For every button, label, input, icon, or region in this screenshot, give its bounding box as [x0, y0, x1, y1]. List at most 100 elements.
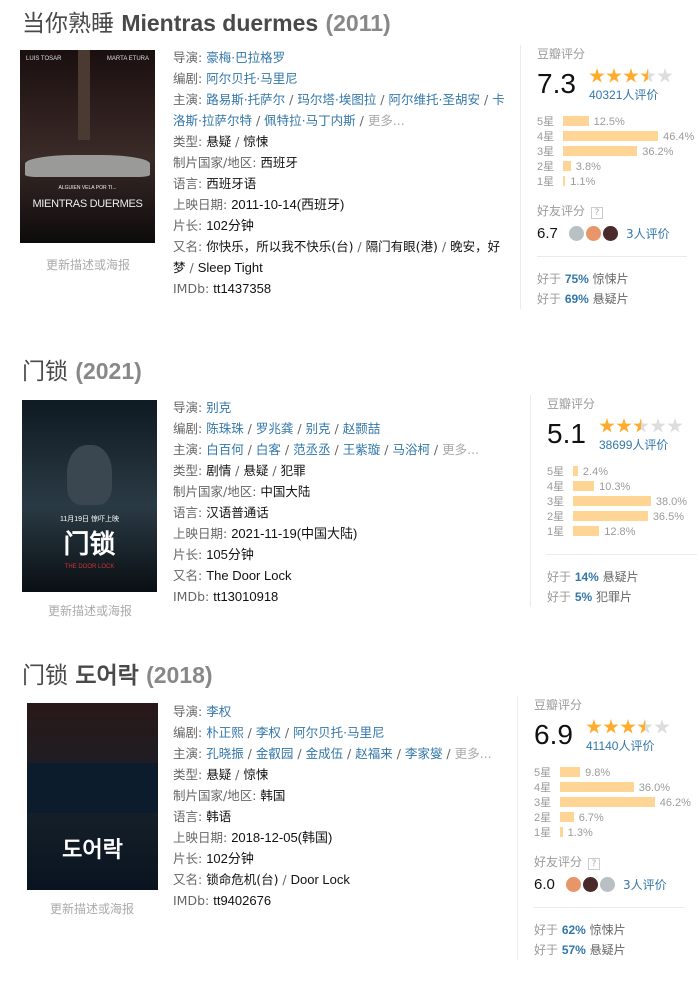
movie-title[interactable]: 当你熟睡 Mientras duermes (2011): [22, 4, 391, 38]
better-percent[interactable]: 69%: [564, 292, 589, 306]
better-genre[interactable]: 悬疑片: [585, 943, 626, 957]
info-value: 剧情: [206, 463, 232, 478]
person-link[interactable]: 李权: [206, 704, 232, 719]
person-link[interactable]: 别克: [206, 400, 232, 415]
friend-avatar[interactable]: [566, 877, 581, 892]
poster-text: MIENTRAS DUERMES: [32, 198, 143, 210]
better-genre[interactable]: 惊悚片: [585, 923, 626, 937]
movie-info: 导演: 李权 编剧: 朴正熙 / 李权 / 阿尔贝托·马里尼 主演: 孔晓振 / 金…: [173, 701, 508, 911]
help-icon[interactable]: ?: [588, 858, 601, 870]
friends-row: 6.7 3人评价: [537, 225, 692, 242]
rating-right: 38699人评价: [599, 418, 683, 453]
person-link[interactable]: 金成伍: [305, 746, 344, 761]
better-percent[interactable]: 5%: [574, 590, 593, 604]
better-percent[interactable]: 75%: [564, 272, 589, 286]
person-link[interactable]: 赵颢喆: [342, 421, 381, 436]
separator: /: [437, 239, 451, 254]
person-link[interactable]: 卡洛斯·拉萨尔特: [173, 92, 505, 128]
update-poster-link[interactable]: 更新描述或海报: [49, 902, 134, 916]
more-cast-link[interactable]: 更多...: [454, 746, 492, 761]
histogram-percent: 36.2%: [642, 146, 674, 158]
better-genre[interactable]: 悬疑片: [598, 570, 639, 584]
person-link[interactable]: 玛尔塔·埃图拉: [297, 92, 377, 107]
update-poster-link[interactable]: 更新描述或海报: [47, 604, 132, 618]
person-link[interactable]: 阿尔贝托·马里尼: [206, 71, 298, 86]
person-link[interactable]: 李家燮: [404, 746, 443, 761]
update-poster-link[interactable]: 更新描述或海报: [45, 258, 130, 272]
info-label: 片长:: [173, 851, 207, 866]
poster-text: ALGUIEN VELA POR TI...: [58, 185, 117, 191]
friends-header: 好友评分?: [534, 853, 689, 870]
vote-count-link[interactable]: 38699人评价: [599, 438, 669, 452]
movie-poster[interactable]: 11月19日 惊吓上映 门锁 THE DOOR LOCK: [22, 400, 157, 592]
better-than-row[interactable]: 好于 69% 悬疑片: [537, 289, 692, 309]
person-link[interactable]: 别克: [305, 421, 331, 436]
person-link[interactable]: 陈珠珠: [206, 421, 244, 436]
person-link[interactable]: 孔晓振: [206, 746, 244, 761]
more-cast-link[interactable]: 更多...: [442, 442, 480, 457]
separator: /: [278, 872, 291, 887]
title-original: 도어락: [75, 662, 139, 688]
person-link[interactable]: 李权: [255, 725, 281, 740]
separator: /: [479, 92, 493, 107]
person-link[interactable]: 阿尔维托·圣胡安: [388, 92, 480, 107]
info-label: 类型:: [173, 463, 207, 478]
friends-count-link[interactable]: 3人评价: [626, 227, 670, 241]
friend-avatar[interactable]: [569, 226, 584, 241]
better-than-row[interactable]: 好于 75% 惊悚片: [537, 269, 692, 289]
better-genre[interactable]: 犯罪片: [592, 590, 632, 604]
better-genre[interactable]: 惊悚片: [588, 272, 629, 286]
better-genre[interactable]: 悬疑片: [588, 292, 629, 306]
info-label: 上映日期:: [173, 526, 232, 541]
person-link[interactable]: 豪梅·巴拉格罗: [206, 50, 286, 65]
better-percent[interactable]: 57%: [561, 943, 586, 957]
person-link[interactable]: 白客: [255, 442, 281, 457]
help-icon[interactable]: ?: [591, 207, 604, 219]
movie-poster[interactable]: LUIS TOSAR MARTA ETURA ALGUIEN VELA POR TI…: [20, 50, 155, 243]
better-than-row[interactable]: 好于 62% 惊悚片: [534, 920, 689, 940]
person-link[interactable]: 罗兆龚: [255, 421, 294, 436]
person-link[interactable]: 金叡园: [255, 746, 294, 761]
info-row: 语言: 韩语: [173, 806, 508, 827]
separator: /: [330, 421, 343, 436]
person-link[interactable]: 白百何: [206, 442, 244, 457]
vote-count-link[interactable]: 40321人评价: [589, 88, 659, 102]
star-icon: [599, 418, 615, 433]
better-than-row[interactable]: 好于 5% 犯罪片: [547, 587, 700, 607]
histogram-percent: 46.2%: [659, 797, 691, 809]
star-level-label: 5星: [537, 116, 555, 128]
histogram-bar: [560, 827, 563, 837]
better-than-row[interactable]: 好于 57% 悬疑片: [534, 940, 689, 960]
friend-avatar[interactable]: [586, 226, 601, 241]
more-cast-link[interactable]: 更多...: [367, 113, 405, 128]
friend-avatar[interactable]: [603, 226, 618, 241]
info-label: 类型:: [173, 767, 207, 782]
divider: [547, 554, 697, 555]
info-label: 编剧:: [173, 725, 207, 740]
person-link[interactable]: 路易斯·托萨尔: [206, 92, 286, 107]
info-label: 又名:: [173, 872, 207, 887]
friends-count-link[interactable]: 3人评价: [623, 878, 667, 892]
info-value: 惊悚: [243, 134, 269, 149]
vote-count-link[interactable]: 41140人评价: [586, 739, 655, 753]
person-link[interactable]: 佩特拉·马丁内斯: [264, 113, 356, 128]
person-link[interactable]: 阿尔贝托·马里尼: [293, 725, 385, 740]
person-link[interactable]: 朴正熙: [206, 725, 244, 740]
person-link[interactable]: 王紫璇: [342, 442, 381, 457]
movie-title[interactable]: 门锁 (2021): [22, 352, 142, 386]
friend-avatar[interactable]: [583, 877, 598, 892]
better-percent[interactable]: 62%: [561, 923, 586, 937]
separator: /: [355, 113, 368, 128]
movie-title[interactable]: 门锁 도어락 (2018): [22, 656, 213, 690]
person-link[interactable]: 赵福来: [355, 746, 393, 761]
info-row: 编剧: 陈珠珠 / 罗兆龚 / 别克 / 赵颢喆: [173, 418, 508, 439]
better-percent[interactable]: 14%: [574, 570, 599, 584]
better-than-row[interactable]: 好于 14% 悬疑片: [547, 567, 700, 587]
friends-score: 6.7: [537, 225, 558, 242]
friend-avatar[interactable]: [600, 877, 615, 892]
histogram-bar: [573, 466, 578, 476]
person-link[interactable]: 马浴柯: [392, 442, 430, 457]
person-link[interactable]: 范丞丞: [293, 442, 331, 457]
movie-poster[interactable]: 도어락: [27, 703, 158, 890]
title-original: Mientras duermes: [121, 10, 319, 36]
